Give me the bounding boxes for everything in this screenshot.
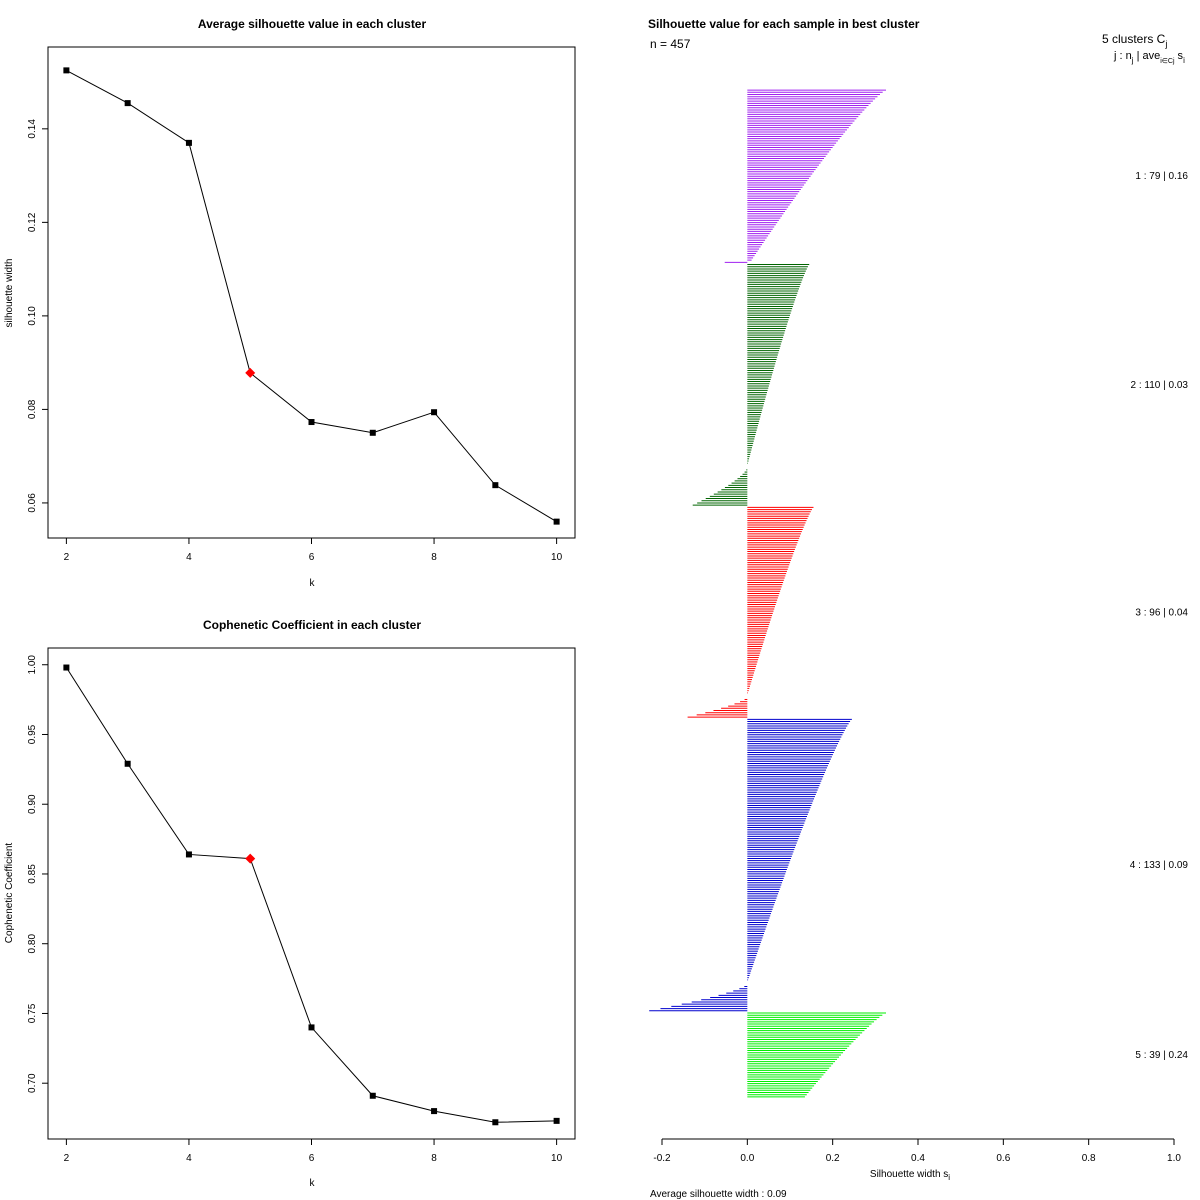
x-axis-label: Silhouette width si: [870, 1169, 950, 1182]
y-tick-label: 0.06: [27, 493, 38, 513]
data-point: [431, 409, 438, 416]
cluster-label-1: 1 : 79 | 0.16: [1135, 171, 1188, 182]
legend-sub-rest: | ave: [1134, 50, 1161, 62]
y-ticks: 0.06 0.08 0.10 0.12 0.14: [27, 119, 48, 513]
x-tick-label: 0.2: [826, 1153, 840, 1164]
cluster-labels: 1 : 79 | 0.16 2 : 110 | 0.03 3 : 96 | 0.04…: [1130, 171, 1189, 1061]
x-tick-label: 0.8: [1082, 1153, 1096, 1164]
y-tick-label: 0.10: [27, 306, 38, 326]
legend-sub-tail: s: [1175, 50, 1184, 62]
y-tick-label: 0.85: [27, 864, 38, 884]
y-tick-label: 0.14: [27, 119, 38, 139]
data-point: [492, 482, 499, 489]
series-polyline: [66, 69, 557, 523]
x-tick-label: -0.2: [653, 1153, 671, 1164]
legend-sub-tail-sub: i: [1183, 56, 1185, 65]
y-tick-label: 0.08: [27, 399, 38, 419]
y-axis-label: Cophenetic Coefficient: [4, 843, 15, 944]
legend-header-text: 5 clusters C: [1102, 32, 1166, 46]
highlight-point: [245, 853, 256, 864]
x-tick-label: 0.6: [996, 1153, 1010, 1164]
data-point: [369, 1092, 376, 1099]
chart-title: Average silhouette value in each cluster: [198, 17, 427, 31]
y-tick-label: 0.12: [27, 212, 38, 232]
cluster-label-2: 2 : 110 | 0.03: [1131, 380, 1189, 391]
cluster-label-5: 5 : 39 | 0.24: [1135, 1050, 1188, 1061]
data-point: [431, 1108, 438, 1115]
average-silhouette-footer: Average silhouette width : 0.09: [650, 1189, 787, 1200]
legend-header-sub: j: [1164, 39, 1167, 49]
x-tick-label: 0.0: [740, 1153, 754, 1164]
chart-title: Cophenetic Coefficient in each cluster: [203, 618, 421, 632]
legend-sub-sub: i∈Cj: [1160, 58, 1175, 65]
cluster-label-4: 4 : 133 | 0.09: [1130, 860, 1189, 871]
y-axis-label: silhouette width: [4, 259, 15, 328]
x-axis-label: k: [310, 1178, 316, 1189]
x-tick-label: 8: [431, 552, 437, 563]
silhouette-line-chart: Average silhouette value in each cluster…: [4, 17, 576, 589]
highlight-point: [245, 367, 256, 378]
x-ticks: 2 4 6 8 10: [64, 1139, 563, 1164]
data-point: [124, 100, 131, 107]
data-point: [63, 664, 70, 671]
series-points: [63, 67, 560, 525]
x-axis-label: k: [310, 578, 316, 589]
x-tick-label: 10: [551, 1153, 563, 1164]
x-axis-label-sub: i: [948, 1173, 950, 1182]
series-polyline: [65, 667, 557, 1123]
data-point: [492, 1119, 499, 1126]
x-ticks: 2 4 6 8 10: [64, 538, 563, 563]
x-tick-label: 8: [431, 1153, 437, 1164]
cluster-label-3: 3 : 96 | 0.04: [1135, 607, 1188, 618]
cophenetic-line-chart: Cophenetic Coefficient in each cluster k…: [4, 618, 576, 1189]
chart-title: Silhouette value for each sample in best…: [648, 17, 920, 31]
series-points: [63, 664, 560, 1126]
legend-sub-mid: j: [1131, 56, 1134, 65]
data-point: [553, 518, 560, 525]
data-point: [124, 760, 131, 767]
x-tick-label: 6: [309, 1153, 315, 1164]
y-tick-label: 0.90: [27, 794, 38, 814]
data-point: [369, 429, 376, 436]
y-tick-label: 0.95: [27, 724, 38, 744]
data-point: [308, 419, 315, 426]
x-tick-label: 1.0: [1167, 1153, 1181, 1164]
data-point: [553, 1117, 560, 1124]
plot-frame: [47, 46, 576, 539]
x-tick-label: 4: [186, 552, 192, 563]
sample-count: n = 457: [650, 37, 691, 51]
x-ticks: -0.2 0.0 0.2 0.4 0.6 0.8 1.0: [653, 1139, 1181, 1164]
y-tick-label: 0.75: [27, 1003, 38, 1023]
x-tick-label: 2: [64, 552, 70, 563]
x-tick-label: 10: [551, 552, 563, 563]
x-tick-label: 0.4: [911, 1153, 925, 1164]
x-tick-label: 2: [64, 1153, 70, 1164]
plot-frame: [47, 647, 576, 1140]
y-tick-label: 1.00: [27, 655, 38, 675]
series-line: [65, 667, 557, 1123]
y-tick-label: 0.70: [27, 1073, 38, 1093]
legend-subheader: j : nj | avei∈Cj si: [1113, 50, 1185, 65]
series-line: [66, 69, 557, 523]
x-axis-label-text: Silhouette width s: [870, 1169, 948, 1180]
data-point: [308, 1024, 315, 1031]
y-tick-label: 0.80: [27, 934, 38, 954]
silhouette-bar-plot: Silhouette value for each sample in best…: [648, 17, 1188, 1200]
data-point: [185, 851, 192, 858]
data-point: [185, 139, 192, 146]
legend-header: 5 clusters Cj: [1102, 32, 1167, 49]
legend-sub-text: j : n: [1113, 50, 1132, 62]
x-tick-label: 4: [186, 1153, 192, 1164]
data-point: [63, 67, 70, 74]
y-ticks: 0.70 0.75 0.80 0.85 0.90 0.95 1.00: [27, 655, 48, 1093]
silhouette-bars: [649, 89, 886, 1098]
x-tick-label: 6: [309, 552, 315, 563]
